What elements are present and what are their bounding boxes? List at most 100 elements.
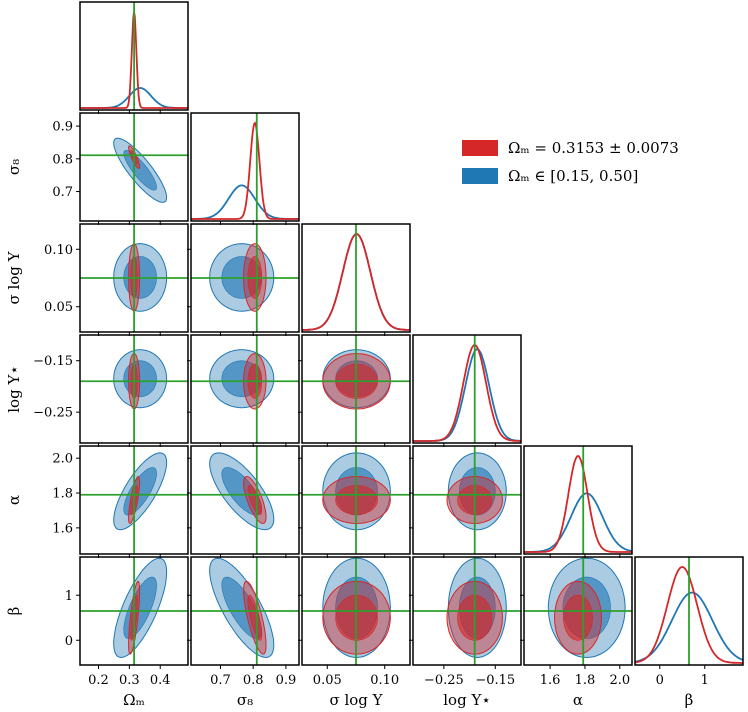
y-axis-label-sly: σ log Y: [5, 250, 23, 304]
panel-content: [302, 335, 410, 443]
contour-red-inner: [563, 594, 593, 641]
density-red: [413, 344, 521, 442]
panel-content: [80, 2, 188, 110]
density-blue: [191, 184, 299, 220]
panel-sly-s8: [187, 223, 300, 336]
panel-s8-om: 0.7 0.8 0.9: [52, 112, 189, 225]
density-red: [524, 455, 632, 553]
panel-content: [80, 335, 188, 443]
x-tick-label: 0.9: [276, 673, 297, 688]
y-axis-label-alpha: α: [5, 495, 23, 505]
y-tick-label: 1.8: [52, 487, 73, 502]
panel-beta-sly: 0.05 0.10: [298, 556, 411, 688]
panel-content: [191, 446, 299, 554]
panel-frame: [190, 112, 300, 222]
panel-frame: [190, 445, 300, 555]
panel-frame: [301, 556, 411, 666]
panel-frame: [523, 445, 633, 555]
y-tick-label: −0.25: [33, 406, 73, 421]
panel-s8-s8: [190, 112, 300, 225]
x-tick-label: 0.8: [243, 673, 264, 688]
panel-content: [191, 113, 299, 221]
panel-content: [191, 224, 299, 332]
panel-content: [413, 557, 521, 665]
panel-om-om: [79, 1, 189, 114]
panel-frame: [301, 223, 411, 333]
panel-sly-sly: [301, 223, 411, 336]
panel-lys-s8: [187, 334, 300, 447]
legend-swatch-red: [462, 140, 498, 156]
panel-content: [635, 557, 743, 665]
panel-content: [302, 224, 410, 332]
panel-lys-om: −0.25 −0.15: [33, 334, 189, 447]
panel-frame: [79, 556, 189, 666]
panel-frame: [190, 556, 300, 666]
x-tick-label: 1.6: [540, 673, 561, 688]
panel-frame: [190, 223, 300, 333]
x-axis-label-alpha: α: [573, 691, 583, 709]
x-axis-label-beta: β: [685, 691, 694, 709]
panel-beta-om: 0.2 0.3 0.4 0 1: [65, 556, 189, 688]
panel-frame: [412, 556, 522, 666]
x-axis-label-sly: σ log Y: [329, 691, 383, 709]
panel-frame: [79, 445, 189, 555]
x-tick-label: 0.2: [88, 673, 109, 688]
y-tick-label: 1: [65, 589, 73, 604]
panel-lys-sly: [298, 334, 411, 447]
panel-frame: [634, 556, 744, 666]
y-tick-label: 0: [65, 634, 73, 649]
y-tick-label: 0.05: [44, 300, 73, 315]
x-tick-label: 1.8: [575, 673, 596, 688]
density-red: [191, 121, 299, 220]
panel-alpha-lys: [409, 445, 522, 558]
panel-content: [413, 446, 521, 554]
y-tick-label: 0.10: [44, 243, 73, 258]
legend-label-blue: Ωₘ ∈ [0.15, 0.50]: [508, 167, 639, 185]
panel-beta-alpha: 1.6 1.8 2.0: [520, 556, 633, 688]
y-tick-label: 0.9: [52, 120, 73, 135]
panel-content: [302, 446, 410, 554]
x-tick-label: 0.3: [119, 673, 140, 688]
legend-entry-red: Ωₘ = 0.3153 ± 0.0073: [462, 134, 679, 162]
y-axis-label-lys: log Y⋆: [5, 365, 23, 413]
x-tick-label: 0.10: [370, 673, 399, 688]
x-tick-label: 2.0: [609, 673, 630, 688]
y-axis-label-beta: β: [5, 607, 23, 616]
panel-content: [80, 446, 188, 554]
panel-content: [413, 335, 521, 443]
panel-content: [191, 335, 299, 443]
x-tick-label: 1: [701, 673, 709, 688]
y-tick-label: 0.7: [52, 185, 73, 200]
panel-frame: [79, 334, 189, 444]
x-tick-label: −0.25: [424, 673, 464, 688]
panel-content: [302, 557, 410, 665]
x-tick-label: 0.05: [313, 673, 342, 688]
panel-frame: [412, 334, 522, 444]
x-tick-label: 0.4: [150, 673, 171, 688]
legend-entry-blue: Ωₘ ∈ [0.15, 0.50]: [462, 162, 679, 190]
y-tick-label: 1.6: [52, 521, 73, 536]
y-tick-label: 0.8: [52, 152, 73, 167]
y-tick-label: −0.15: [33, 354, 73, 369]
panel-frame: [79, 112, 189, 222]
panel-frame: [412, 445, 522, 555]
legend-label-red: Ωₘ = 0.3153 ± 0.0073: [508, 139, 679, 157]
x-tick-label: 0: [656, 673, 664, 688]
panel-alpha-alpha: [523, 445, 633, 558]
panel-frame: [79, 223, 189, 333]
panel-alpha-s8: [187, 445, 300, 558]
panel-frame: [523, 556, 633, 666]
panel-frame: [190, 334, 300, 444]
y-axis-label-s8: σ₈: [5, 159, 23, 175]
panel-lys-lys: [412, 334, 522, 447]
panel-beta-lys: −0.25 −0.15: [409, 556, 522, 688]
x-tick-label: 0.7: [210, 673, 231, 688]
x-axis-label-om: Ωₘ: [123, 691, 145, 709]
legend-swatch-blue: [462, 168, 498, 184]
x-tick-label: −0.15: [475, 673, 515, 688]
panel-alpha-om: 1.6 1.8 2.0: [52, 445, 189, 558]
panel-frame: [301, 445, 411, 555]
panel-content: [80, 113, 188, 221]
